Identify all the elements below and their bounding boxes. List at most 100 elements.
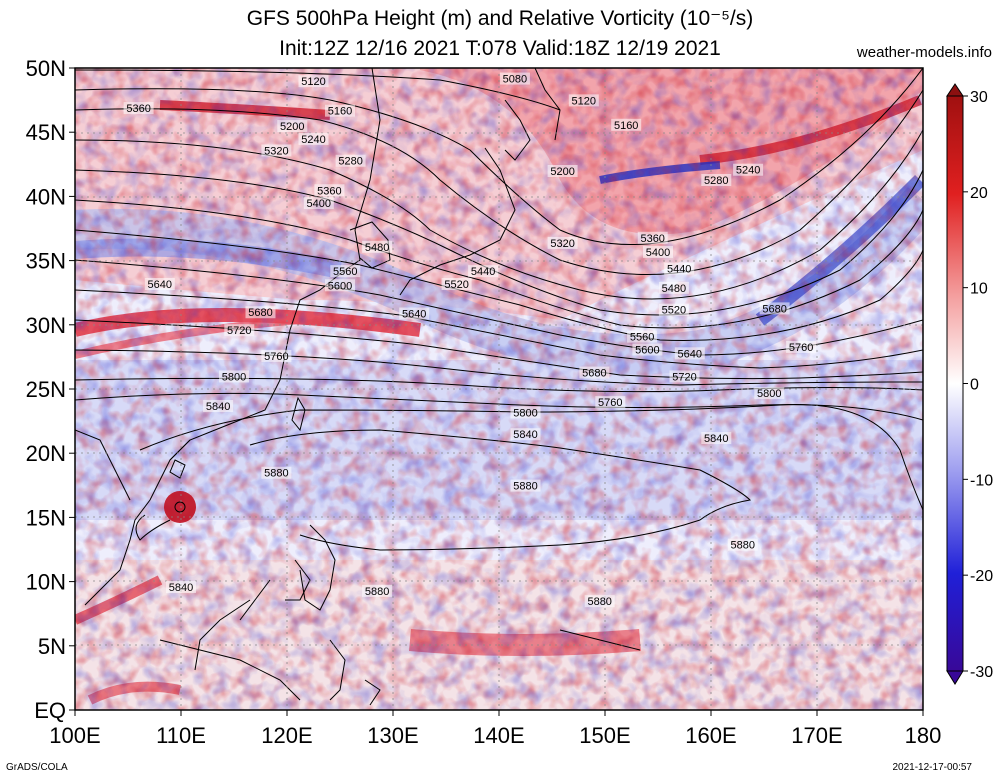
- lon-tick-label: 120E: [261, 723, 312, 748]
- contour-label-bg: [499, 72, 530, 85]
- lat-tick-label: 5N: [38, 634, 66, 659]
- contour-label-bg: [325, 104, 355, 117]
- contour-label: 5680: [248, 307, 272, 319]
- contour-label: 5760: [598, 397, 622, 409]
- contour-label: 5800: [757, 388, 781, 400]
- contour-label: 5800: [513, 407, 537, 419]
- contour-label-bg: [701, 432, 732, 445]
- contour-label: 5160: [328, 106, 352, 118]
- contour-label-bg: [166, 581, 196, 594]
- contour-label-bg: [658, 303, 689, 316]
- colorbar-scale: [946, 95, 964, 672]
- contour-label-bg: [637, 231, 668, 244]
- contour-label: 5320: [550, 238, 574, 250]
- lon-tick-label: 180: [905, 723, 942, 748]
- contour-label: 5840: [704, 433, 728, 445]
- contour-label-bg: [277, 120, 308, 133]
- height-contours: [75, 68, 923, 551]
- lat-tick-label: 10N: [26, 570, 66, 595]
- lon-tick-label: 100E: [49, 723, 100, 748]
- credit-label: weather-models.info: [856, 44, 992, 61]
- contour-label: 5760: [789, 342, 813, 354]
- contour-label-bg: [510, 479, 541, 492]
- contour-label-bg: [786, 340, 817, 353]
- contour-label: 5440: [667, 264, 691, 276]
- contour-label-bg: [547, 165, 578, 178]
- contour-label-bg: [335, 154, 366, 167]
- lon-tick-label: 130E: [367, 723, 418, 748]
- contour-label-bg: [441, 277, 472, 290]
- colorbar-ticks: 30 20 10 0 -10 -20 -30: [963, 89, 993, 681]
- contour-label: 5520: [662, 305, 686, 317]
- contour-label: 5640: [148, 279, 172, 291]
- contour-label-bg: [579, 366, 610, 379]
- chart-subtitle: Init:12Z 12/16 2021 T:078 Valid:18Z 12/1…: [279, 37, 721, 60]
- contour-label: 5160: [614, 120, 638, 132]
- contour-label: 5840: [169, 582, 193, 594]
- longitude-axis: 100E 110E 120E 130E 140E 150E 160E 170E 180: [49, 710, 941, 748]
- colorbar-tick-label: 10: [970, 281, 988, 298]
- contour-label: 5320: [264, 145, 288, 157]
- contour-label: 5880: [264, 468, 288, 480]
- contour-label: 5400: [307, 198, 331, 210]
- contour-label: 5120: [572, 95, 596, 107]
- contour-label-bg: [261, 144, 292, 157]
- contour-label-bg: [144, 277, 175, 290]
- contour-label-bg: [325, 279, 355, 292]
- lon-tick-label: 170E: [791, 723, 842, 748]
- contour-label: 5360: [126, 103, 150, 115]
- contour-label: 5280: [704, 175, 728, 187]
- contour-label: 5360: [317, 185, 341, 197]
- lon-tick-label: 140E: [473, 723, 524, 748]
- contour-label: 5120: [301, 76, 325, 88]
- contour-label-bg: [674, 347, 705, 360]
- contour-label-bg: [219, 370, 249, 383]
- contour-label-bg: [468, 265, 499, 278]
- colorbar-tick-label: 20: [970, 185, 988, 202]
- contour-label: 5520: [444, 279, 468, 291]
- contour-labels: 5120 5080 5360 5160 5120 5200 5240 5160 5320 5280…: [123, 72, 817, 608]
- contour-label-bg: [303, 197, 334, 210]
- lat-tick-label: 50N: [26, 56, 66, 81]
- contour-label-bg: [759, 302, 790, 315]
- lat-tick-label: 25N: [26, 377, 66, 402]
- lon-tick-label: 110E: [156, 723, 206, 748]
- contour-label: 5720: [672, 371, 696, 383]
- lon-tick-label: 150E: [579, 723, 630, 748]
- lat-tick-label: 45N: [26, 120, 66, 145]
- contour-label-bg: [123, 102, 154, 115]
- contour-label-bg: [632, 343, 663, 356]
- contour-label: 5680: [762, 303, 786, 315]
- contour-label-bg: [510, 406, 541, 419]
- contour-label-bg: [664, 262, 695, 275]
- contour-label: 5880: [513, 481, 537, 493]
- contour-label-bg: [547, 236, 578, 249]
- colorbar-tick-label: -10: [970, 472, 993, 489]
- typhoon-vortex: [164, 491, 196, 523]
- footer-source: GrADS/COLA: [6, 762, 68, 773]
- contour-label: 5200: [550, 166, 574, 178]
- lat-tick-label: 35N: [26, 249, 66, 274]
- lat-tick-label: 40N: [26, 184, 66, 209]
- lat-tick-label: EQ: [34, 698, 66, 723]
- contour-label-bg: [399, 307, 430, 320]
- contour-label: 5240: [301, 134, 325, 146]
- contour-label-bg: [362, 240, 393, 253]
- contour-label: 5800: [222, 371, 246, 383]
- colorbar-tick-label: -30: [970, 664, 993, 681]
- lat-tick-label: 15N: [26, 505, 66, 530]
- contour-label: 5360: [640, 233, 664, 245]
- contour-label: 5760: [264, 351, 288, 363]
- lat-tick-label: 20N: [26, 441, 66, 466]
- contour-label-bg: [568, 94, 599, 107]
- contour-label-bg: [584, 595, 615, 608]
- contour-label-bg: [330, 265, 361, 278]
- contour-label-bg: [314, 184, 345, 197]
- contour-label-bg: [224, 324, 255, 337]
- contour-label: 5280: [338, 156, 362, 168]
- contour-label: 5720: [227, 325, 251, 337]
- contour-label-bg: [510, 428, 541, 441]
- contour-label: 5680: [582, 368, 606, 380]
- contour-label: 5080: [503, 74, 527, 86]
- contour-label: 5240: [736, 165, 760, 177]
